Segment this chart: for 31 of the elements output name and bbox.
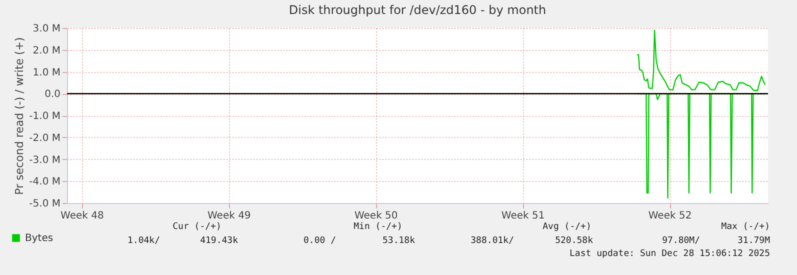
text: 53.18k <box>382 236 416 246</box>
y-tick-label: -3.0 M <box>29 154 60 166</box>
line-series <box>636 30 766 91</box>
text: 1.04k/ <box>127 236 160 246</box>
y-tick-label: 1.0 M <box>32 67 60 78</box>
x-tick-label: Week 48 <box>60 210 104 222</box>
text: 520.58k <box>555 236 594 246</box>
y-tick-label: -4.0 M <box>29 176 60 188</box>
legend-label: Bytes <box>25 233 54 244</box>
text: 0.00 / <box>303 236 336 246</box>
y-tick-label: 0.0 <box>44 89 60 100</box>
text: 419.43k <box>200 236 239 246</box>
text: Max (-/+) <box>721 222 770 232</box>
y-tick-label: 2.0 M <box>32 45 60 56</box>
y-tick-label: -2.0 M <box>29 132 60 144</box>
x-tick-label: Week 52 <box>648 210 692 222</box>
text: 97.80M/ <box>662 236 700 246</box>
text: Cur (-/+) <box>172 222 222 232</box>
y-tick-label: -1.0 M <box>29 111 60 122</box>
x-tick-label: Week 51 <box>501 210 545 222</box>
text: 388.01k/ <box>470 236 514 246</box>
y-tick-label: -5.0 M <box>29 198 60 210</box>
text: 31.79M <box>737 236 771 246</box>
x-tick-label: Week 49 <box>208 210 251 222</box>
text: Avg (-/+) <box>542 222 592 232</box>
text: Min (-/+) <box>354 222 402 232</box>
chart-title: Disk throughput for /dev/zd160 - by month <box>288 3 546 17</box>
y-axis-title: Pr second read (-) / write (+) <box>13 37 26 195</box>
text: Last update: Sun Dec 28 15:06:12 2025 <box>570 249 770 259</box>
x-tick-label: Week 50 <box>354 210 398 222</box>
y-tick-label: 3.0 M <box>32 24 60 34</box>
